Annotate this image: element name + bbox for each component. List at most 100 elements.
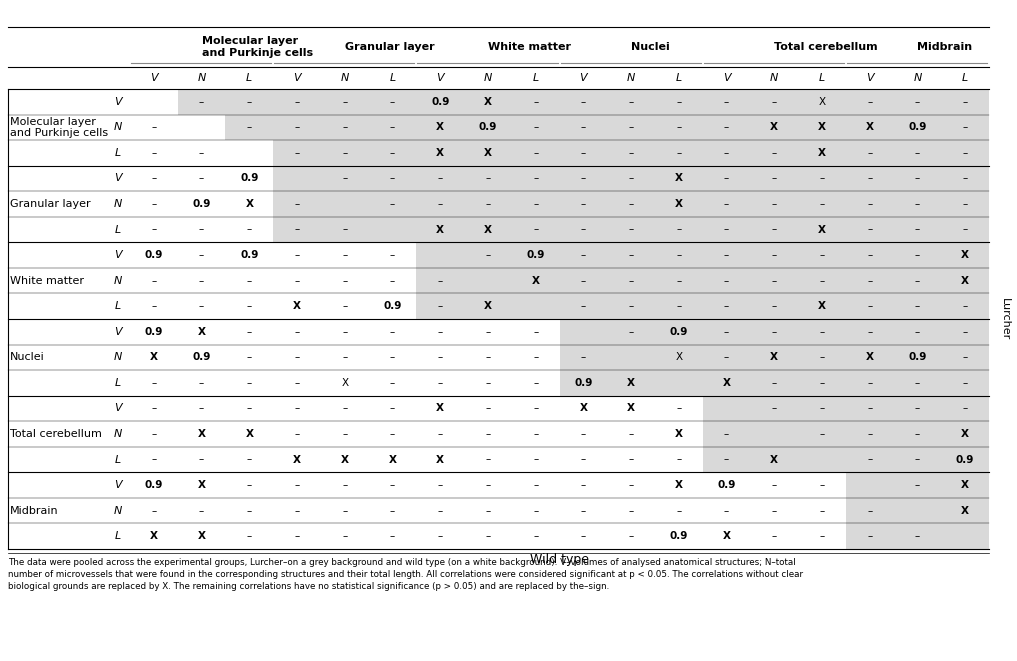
Bar (846, 473, 894, 498)
Bar (846, 344, 894, 370)
Bar (751, 396, 798, 421)
Text: –: – (772, 97, 777, 107)
Text: L: L (390, 73, 396, 83)
Bar (846, 114, 894, 140)
Text: L: L (115, 225, 121, 235)
Text: –: – (390, 199, 395, 209)
Bar (416, 140, 464, 166)
Text: –: – (390, 480, 395, 490)
Text: –: – (772, 250, 777, 260)
Text: X: X (818, 225, 826, 235)
Bar (464, 140, 512, 166)
Text: –: – (294, 506, 300, 516)
Text: 0.9: 0.9 (383, 301, 402, 311)
Bar (464, 89, 512, 114)
Text: X: X (532, 276, 540, 286)
Text: Midbrain: Midbrain (917, 42, 972, 52)
Bar (751, 114, 798, 140)
Bar (942, 166, 989, 191)
Text: –: – (868, 429, 873, 439)
Bar (559, 319, 607, 344)
Text: –: – (581, 480, 586, 490)
Text: –: – (581, 225, 586, 235)
Bar (942, 524, 989, 549)
Text: –: – (437, 173, 442, 184)
Bar (703, 140, 751, 166)
Text: –: – (581, 122, 586, 132)
Bar (798, 243, 846, 268)
Text: –: – (868, 327, 873, 336)
Text: –: – (294, 531, 300, 541)
Text: –: – (629, 225, 634, 235)
Bar (942, 421, 989, 447)
Text: –: – (485, 199, 490, 209)
Text: –: – (676, 148, 681, 158)
Text: –: – (724, 225, 729, 235)
Text: –: – (199, 97, 204, 107)
Text: –: – (772, 403, 777, 413)
Bar (464, 191, 512, 217)
Text: –: – (676, 276, 681, 286)
Bar (655, 243, 703, 268)
Text: 0.9: 0.9 (240, 250, 258, 260)
Text: –: – (342, 148, 348, 158)
Bar (607, 243, 655, 268)
Text: –: – (820, 531, 825, 541)
Bar (846, 293, 894, 319)
Text: –: – (676, 250, 681, 260)
Text: –: – (437, 429, 442, 439)
Text: X: X (961, 276, 969, 286)
Text: –: – (152, 378, 157, 388)
Text: –: – (868, 301, 873, 311)
Text: –: – (676, 97, 681, 107)
Text: –: – (533, 480, 538, 490)
Bar (274, 191, 321, 217)
Text: –: – (581, 199, 586, 209)
Text: –: – (342, 531, 348, 541)
Text: –: – (247, 352, 252, 362)
Bar (178, 89, 226, 114)
Bar (751, 447, 798, 473)
Text: –: – (199, 250, 204, 260)
Bar (368, 114, 416, 140)
Text: –: – (915, 327, 920, 336)
Text: –: – (485, 352, 490, 362)
Text: Midbrain: Midbrain (10, 506, 59, 516)
Text: X: X (149, 352, 158, 362)
Text: –: – (294, 327, 300, 336)
Text: –: – (629, 327, 634, 336)
Text: –: – (629, 429, 634, 439)
Bar (846, 191, 894, 217)
Text: –: – (629, 301, 634, 311)
Text: –: – (724, 97, 729, 107)
Text: –: – (390, 531, 395, 541)
Text: –: – (247, 97, 252, 107)
Bar (274, 166, 321, 191)
Text: N: N (341, 73, 349, 83)
Bar (655, 293, 703, 319)
Bar (368, 89, 416, 114)
Bar (798, 344, 846, 370)
Text: –: – (247, 506, 252, 516)
Text: –: – (152, 199, 157, 209)
Text: –: – (629, 250, 634, 260)
Bar (846, 524, 894, 549)
Text: V: V (114, 173, 122, 184)
Text: 0.9: 0.9 (527, 250, 545, 260)
Text: –: – (390, 352, 395, 362)
Bar (607, 166, 655, 191)
Bar (894, 421, 942, 447)
Bar (942, 319, 989, 344)
Text: –: – (437, 506, 442, 516)
Text: V: V (865, 73, 874, 83)
Bar (368, 166, 416, 191)
Text: V: V (151, 73, 158, 83)
Text: Total cerebellum: Total cerebellum (10, 429, 102, 439)
Bar (942, 140, 989, 166)
Text: –: – (724, 199, 729, 209)
Text: X: X (675, 429, 682, 439)
Text: –: – (772, 173, 777, 184)
Text: –: – (962, 148, 968, 158)
Bar (416, 114, 464, 140)
Text: V: V (114, 250, 122, 260)
